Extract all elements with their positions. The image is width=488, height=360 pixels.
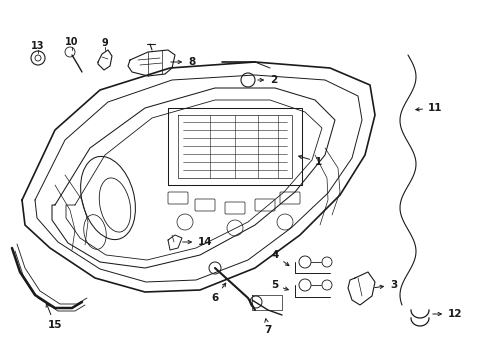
Text: 13: 13 — [31, 41, 45, 51]
Text: 7: 7 — [264, 319, 271, 335]
Text: 8: 8 — [170, 57, 195, 67]
Text: 15: 15 — [46, 303, 62, 330]
Text: 6: 6 — [211, 283, 225, 303]
Text: 5: 5 — [270, 280, 288, 290]
Text: 9: 9 — [102, 38, 108, 48]
Text: 11: 11 — [415, 103, 442, 113]
Text: 10: 10 — [65, 37, 79, 47]
Text: 3: 3 — [374, 280, 396, 290]
Text: 2: 2 — [257, 75, 277, 85]
Text: 4: 4 — [271, 250, 288, 266]
Text: 14: 14 — [183, 237, 212, 247]
Text: 12: 12 — [432, 309, 462, 319]
Text: 1: 1 — [298, 156, 322, 167]
